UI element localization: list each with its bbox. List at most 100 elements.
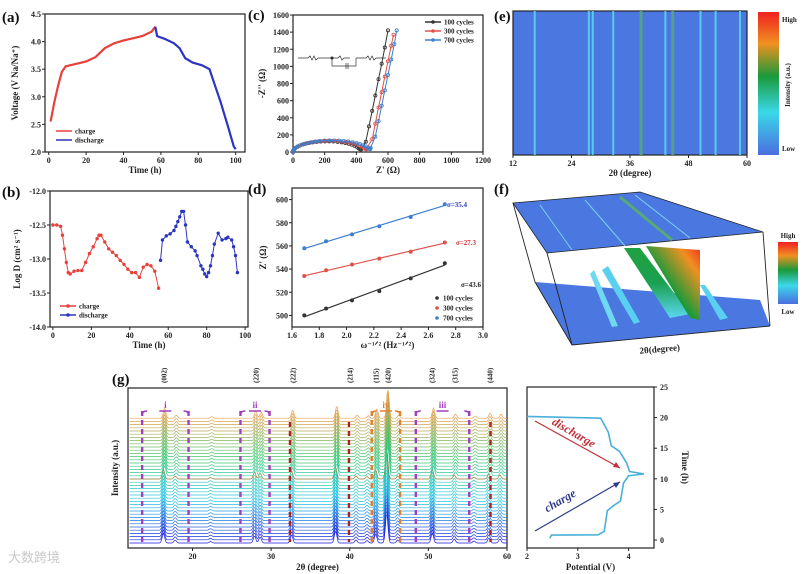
data-point <box>377 224 382 229</box>
xrd-pattern <box>129 463 507 493</box>
x-tick-label: 400 <box>350 156 362 165</box>
x-tick-label: 20 <box>82 156 90 165</box>
data-point <box>379 61 384 66</box>
y-tick-label: 560 <box>276 242 288 251</box>
xrd-pattern <box>129 511 507 541</box>
data-point <box>153 269 157 273</box>
colorbar-high-label: High <box>782 16 797 24</box>
x-tick-label: 20 <box>87 331 95 340</box>
data-point <box>385 72 390 77</box>
data-point <box>189 245 193 249</box>
data-point <box>80 268 84 273</box>
series-300 cycles <box>292 34 394 153</box>
arrow-head <box>613 462 620 468</box>
x-tick-label: 40 <box>126 331 134 340</box>
data-point <box>235 270 240 275</box>
data-point <box>203 272 207 276</box>
x-tick-label: 100 <box>239 331 251 340</box>
data-point <box>376 119 381 124</box>
surface-ridge <box>624 248 690 318</box>
data-point <box>322 138 327 143</box>
data-point <box>442 240 447 245</box>
data-point <box>216 231 220 235</box>
x-tick-label: 2.8 <box>451 331 461 340</box>
y-tick-label: 15 <box>660 444 668 453</box>
legend-label: 700 cycles <box>443 315 473 323</box>
xrd-pattern <box>129 460 507 489</box>
data-point <box>164 234 169 238</box>
panel-label: (e) <box>494 9 511 25</box>
legend-label: 300 cycles <box>444 28 474 36</box>
data-point <box>83 260 88 265</box>
data-point <box>122 262 126 267</box>
y-tick-label: 25 <box>660 383 668 392</box>
legend-marker <box>431 29 435 33</box>
xrd-pattern <box>129 407 507 438</box>
y-tick-label: 4.5 <box>31 10 41 19</box>
data-point <box>229 238 234 242</box>
data-point <box>137 275 142 280</box>
y-axis-label: Z' (Ω) <box>258 246 268 270</box>
legend-label: 100 cycles <box>443 295 473 303</box>
box-edges <box>512 202 771 346</box>
x-tick-label: 80 <box>203 331 211 340</box>
diffraction-band <box>587 11 590 155</box>
charge-arrow <box>534 481 621 532</box>
y-tick-label: 520 <box>276 288 288 297</box>
x-tick-label: 600 <box>382 156 394 165</box>
data-point <box>181 209 186 214</box>
legend-label: discharge <box>75 137 104 145</box>
data-point <box>55 223 59 227</box>
chart-b: 0 20 40 60 80 100 -14.0 -13.5 -13.0 -12.5 -12.0 Tim… <box>12 187 251 350</box>
xrd-pattern <box>129 479 507 509</box>
series-discharge <box>160 210 238 278</box>
hkl-label: (002) <box>160 367 168 383</box>
x-tick-label: 12 <box>509 159 517 168</box>
xrd-pattern <box>129 470 507 499</box>
watermark: 大数跨境 <box>8 551 60 566</box>
data-point <box>176 219 180 224</box>
xrd-pattern <box>129 473 507 502</box>
plot-frame <box>526 386 655 549</box>
data-point <box>206 270 211 275</box>
data-point <box>370 108 375 113</box>
data-point <box>195 253 199 258</box>
data-point <box>341 139 346 144</box>
region-bracket <box>415 410 470 416</box>
panel-label: (b) <box>2 185 20 201</box>
colorbar <box>778 242 798 304</box>
projected-band <box>634 194 691 239</box>
x-tick-label: 20 <box>188 552 196 561</box>
data-point <box>366 124 371 129</box>
data-point <box>110 250 115 254</box>
sigma-annotation: σ=35.4 <box>447 201 468 209</box>
data-point <box>363 139 368 144</box>
xrd-pattern <box>129 508 507 537</box>
plot-frame <box>44 13 246 153</box>
chart-f: 2θ(degree) High Low <box>512 191 798 356</box>
xrd-pattern <box>129 439 507 470</box>
xrd-pattern <box>129 495 507 525</box>
y-tick-label: -14.0 <box>29 323 46 332</box>
surface-ridge <box>700 285 728 320</box>
data-point <box>408 214 413 219</box>
x-tick-label: 40 <box>120 156 128 165</box>
heatmap-background <box>513 11 747 155</box>
xrd-pattern <box>129 404 507 435</box>
legend-marker <box>435 306 439 310</box>
y-tick-label: 500 <box>276 311 288 320</box>
x-axis-label: Time (h) <box>128 165 161 175</box>
x-tick-label: 0 <box>47 156 51 165</box>
y-tick-label: 800 <box>277 80 289 89</box>
x-tick-label: 2.4 <box>396 331 406 340</box>
x-tick-label: 200 <box>319 156 331 165</box>
x-tick-label: 0 <box>291 156 295 165</box>
series-discharge <box>154 26 237 150</box>
xrd-pattern <box>129 514 507 544</box>
y-tick-label: 2.5 <box>31 120 41 129</box>
data-point <box>373 121 378 126</box>
x-tick-label: 60 <box>164 331 172 340</box>
data-point <box>392 42 397 47</box>
